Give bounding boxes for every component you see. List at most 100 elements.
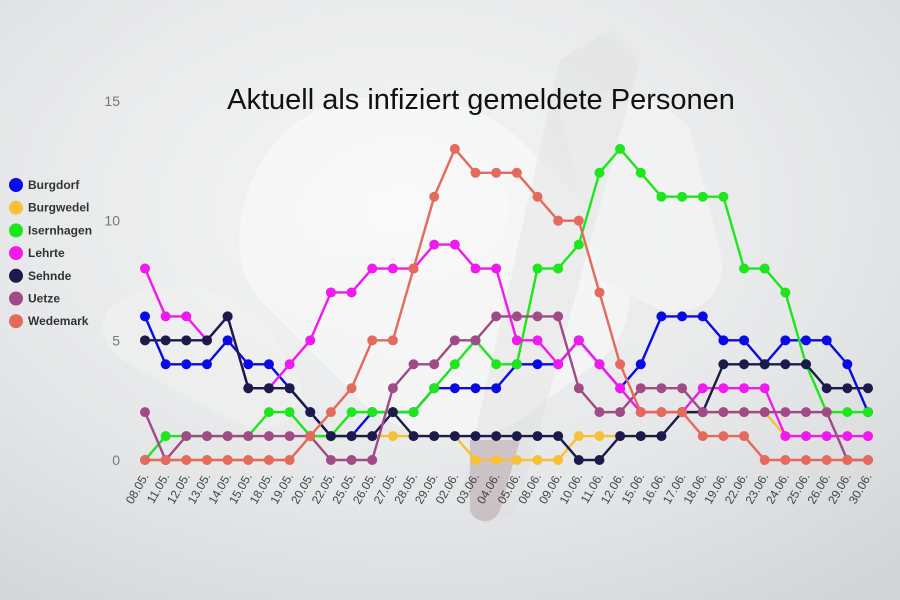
x-axis: 08.05.11.05.12.05.13.05.14.05.15.05.18.0… (123, 470, 875, 506)
data-point (140, 407, 150, 418)
data-point (553, 431, 564, 442)
data-point (181, 311, 192, 322)
data-point (697, 431, 708, 442)
data-point (429, 239, 440, 250)
data-point (801, 455, 812, 465)
plot-area (140, 143, 873, 465)
data-point (532, 263, 543, 274)
data-point (635, 407, 646, 418)
data-point (449, 383, 460, 394)
data-point (677, 383, 688, 394)
data-point (553, 215, 564, 226)
data-point (387, 383, 398, 394)
data-point (429, 359, 440, 370)
data-point (470, 431, 481, 442)
data-point (263, 455, 274, 465)
data-point (491, 167, 502, 178)
data-point (325, 287, 336, 298)
data-point (284, 359, 295, 370)
data-point (656, 407, 667, 418)
data-point (780, 431, 791, 442)
data-point (181, 455, 192, 465)
data-point (863, 407, 873, 418)
data-point (367, 263, 378, 274)
data-point (367, 407, 378, 418)
data-point (243, 383, 254, 394)
data-point (222, 431, 233, 442)
data-point (780, 455, 791, 465)
data-point (801, 335, 812, 346)
data-point (677, 191, 688, 202)
data-point (325, 455, 336, 465)
data-point (801, 407, 812, 418)
data-point (739, 335, 750, 346)
data-point (160, 455, 171, 465)
data-point (284, 383, 295, 394)
data-point (429, 191, 440, 202)
data-point (697, 383, 708, 394)
data-point (511, 167, 522, 178)
data-point (842, 359, 853, 370)
data-point (739, 407, 750, 418)
data-point (697, 191, 708, 202)
data-point (263, 407, 274, 418)
legend-label: Burgdorf (28, 178, 80, 192)
data-point (635, 431, 646, 442)
data-point (821, 431, 832, 442)
y-tick-label: 15 (104, 93, 120, 109)
data-point (429, 383, 440, 394)
legend-label: Burgwedel (28, 201, 89, 215)
legend-marker (9, 268, 23, 283)
data-point (656, 311, 667, 322)
data-point (222, 335, 233, 346)
data-point (243, 455, 254, 465)
data-point (553, 263, 564, 274)
data-point (346, 383, 357, 394)
data-point (532, 191, 543, 202)
data-point (594, 407, 605, 418)
data-point (346, 407, 357, 418)
legend: Burgdorf Burgwedel Isernhagen Lehrte Sehnde U… (9, 178, 92, 329)
data-point (532, 335, 543, 346)
data-point (160, 431, 171, 442)
data-point (387, 335, 398, 346)
legend-label: Lehrte (28, 246, 65, 260)
data-point (842, 455, 853, 465)
data-point (449, 335, 460, 346)
data-point (573, 239, 584, 250)
data-point (470, 167, 481, 178)
data-point (594, 167, 605, 178)
data-point (284, 455, 295, 465)
data-point (140, 311, 150, 322)
data-point (491, 263, 502, 274)
data-point (697, 407, 708, 418)
data-point (511, 311, 522, 322)
data-point (635, 167, 646, 178)
data-point (759, 263, 770, 274)
data-point (470, 455, 481, 465)
data-point (573, 335, 584, 346)
data-point (491, 455, 502, 465)
data-point (140, 335, 150, 346)
data-point (739, 383, 750, 394)
data-point (573, 215, 584, 226)
data-point (470, 335, 481, 346)
data-point (594, 431, 605, 442)
data-point (181, 335, 192, 346)
data-point (821, 407, 832, 418)
data-point (532, 431, 543, 442)
data-point (739, 431, 750, 442)
gloved-hand-illustration (102, 92, 722, 438)
data-point (594, 287, 605, 298)
data-point (449, 143, 460, 154)
data-point (263, 383, 274, 394)
y-tick-label: 10 (104, 213, 120, 229)
data-point (181, 359, 192, 370)
data-point (821, 455, 832, 465)
data-point (243, 431, 254, 442)
data-point (532, 359, 543, 370)
series-uetze (140, 311, 873, 465)
data-point (491, 311, 502, 322)
series-wedemark (140, 143, 873, 465)
